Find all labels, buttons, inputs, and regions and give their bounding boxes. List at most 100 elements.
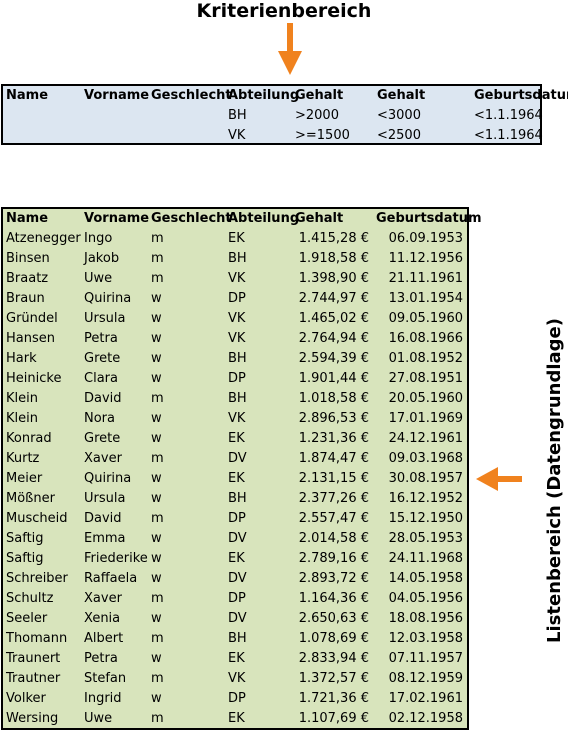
list-cell[interactable]: EK <box>228 231 245 246</box>
list-cell[interactable]: 13.01.1954 <box>388 291 463 306</box>
list-cell[interactable]: 06.09.1953 <box>388 231 463 246</box>
list-cell[interactable]: 2.014,58 € <box>298 531 369 546</box>
list-cell[interactable]: 1.372,57 € <box>298 671 369 686</box>
criteria-cell[interactable]: <2500 <box>377 128 421 143</box>
list-cell[interactable]: Konrad <box>6 431 52 446</box>
list-cell[interactable]: Meier <box>6 471 43 486</box>
list-cell[interactable]: 2.789,16 € <box>298 551 369 566</box>
list-cell[interactable]: 1.901,44 € <box>298 371 369 386</box>
list-cell[interactable]: m <box>151 451 164 466</box>
list-cell[interactable]: w <box>151 411 162 426</box>
list-cell[interactable]: David <box>84 511 122 526</box>
list-cell[interactable]: Quirina <box>84 291 132 306</box>
list-cell[interactable]: 2.377,26 € <box>298 491 369 506</box>
list-cell[interactable]: 1.018,58 € <box>298 391 369 406</box>
list-cell[interactable]: w <box>151 291 162 306</box>
criteria-cell[interactable] <box>148 106 225 126</box>
list-cell[interactable]: Xaver <box>84 451 122 466</box>
list-cell[interactable]: BH <box>228 631 247 646</box>
list-cell[interactable]: EK <box>228 711 245 726</box>
list-cell[interactable]: 07.11.1957 <box>388 651 463 666</box>
list-cell[interactable]: Albert <box>84 631 124 646</box>
list-cell[interactable]: Traunert <box>6 651 61 666</box>
list-cell[interactable]: m <box>151 391 164 406</box>
list-cell[interactable]: m <box>151 251 164 266</box>
list-cell[interactable]: 28.05.1953 <box>388 531 463 546</box>
list-cell[interactable]: 17.02.1961 <box>388 691 463 706</box>
list-cell[interactable]: 01.08.1952 <box>388 351 463 366</box>
list-cell[interactable]: 2.896,53 € <box>298 411 369 426</box>
list-cell[interactable]: Uwe <box>84 271 113 286</box>
list-cell[interactable]: EK <box>228 551 245 566</box>
list-cell[interactable]: 24.12.1961 <box>388 431 463 446</box>
list-header-cell[interactable]: Name <box>6 211 49 226</box>
list-cell[interactable]: VK <box>228 671 246 686</box>
list-cell[interactable]: 11.12.1956 <box>388 251 463 266</box>
list-cell[interactable]: 08.12.1959 <box>388 671 463 686</box>
list-cell[interactable]: EK <box>228 471 245 486</box>
list-cell[interactable]: Thomann <box>6 631 68 646</box>
list-cell[interactable]: w <box>151 551 162 566</box>
criteria-cell[interactable]: >2000 <box>295 108 339 123</box>
list-cell[interactable]: w <box>151 491 162 506</box>
list-cell[interactable]: EK <box>228 651 245 666</box>
list-cell[interactable]: m <box>151 671 164 686</box>
list-cell[interactable]: Petra <box>84 331 118 346</box>
list-cell[interactable]: 17.01.1969 <box>388 411 463 426</box>
list-cell[interactable]: 16.08.1966 <box>388 331 463 346</box>
list-cell[interactable]: VK <box>228 311 246 326</box>
list-cell[interactable]: BH <box>228 251 247 266</box>
list-cell[interactable]: 1.164,36 € <box>298 591 369 606</box>
list-cell[interactable]: VK <box>228 331 246 346</box>
list-cell[interactable]: Hark <box>6 351 37 366</box>
list-cell[interactable]: 2.893,72 € <box>298 571 369 586</box>
list-cell[interactable]: Klein <box>6 391 38 406</box>
criteria-cell[interactable]: <1.1.1964 <box>474 108 543 123</box>
criteria-cell[interactable]: <1.1.1964 <box>474 128 543 143</box>
list-cell[interactable]: 1.465,02 € <box>298 311 369 326</box>
list-header-cell[interactable]: Geschlecht <box>151 211 232 226</box>
list-header-cell[interactable]: Vorname <box>84 211 150 226</box>
criteria-header-cell[interactable]: Gehalt <box>377 88 426 103</box>
list-cell[interactable]: 1.874,47 € <box>298 451 369 466</box>
list-cell[interactable]: Ingo <box>84 231 113 246</box>
list-cell[interactable]: m <box>151 711 164 726</box>
list-cell[interactable]: Gründel <box>6 311 58 326</box>
list-cell[interactable]: DV <box>228 531 247 546</box>
criteria-cell[interactable] <box>148 126 225 146</box>
criteria-cell[interactable]: VK <box>228 128 246 143</box>
list-cell[interactable]: w <box>151 371 162 386</box>
list-cell[interactable]: 1.078,69 € <box>298 631 369 646</box>
list-cell[interactable]: DV <box>228 571 247 586</box>
list-cell[interactable]: w <box>151 531 162 546</box>
criteria-header-cell[interactable]: Name <box>6 88 49 103</box>
list-cell[interactable]: 1.721,36 € <box>298 691 369 706</box>
list-cell[interactable]: Mößner <box>6 491 55 506</box>
list-cell[interactable]: Grete <box>84 431 121 446</box>
list-cell[interactable]: w <box>151 471 162 486</box>
criteria-cell[interactable] <box>3 126 81 146</box>
list-cell[interactable]: Friederike <box>84 551 148 566</box>
list-cell[interactable]: Braatz <box>6 271 49 286</box>
list-cell[interactable]: Atzenegger <box>6 231 81 246</box>
list-cell[interactable]: DP <box>228 511 246 526</box>
criteria-header-cell[interactable]: Geburtsdatum <box>474 88 568 103</box>
list-cell[interactable]: Petra <box>84 651 118 666</box>
list-header-cell[interactable]: Gehalt <box>295 211 344 226</box>
list-cell[interactable]: Ingrid <box>84 691 122 706</box>
list-cell[interactable]: EK <box>228 431 245 446</box>
criteria-header-cell[interactable]: Geschlecht <box>151 88 232 103</box>
list-cell[interactable]: 1.231,36 € <box>298 431 369 446</box>
criteria-header-cell[interactable]: Vorname <box>84 88 150 103</box>
list-cell[interactable]: m <box>151 631 164 646</box>
list-cell[interactable]: Ursula <box>84 311 126 326</box>
list-cell[interactable]: 2.833,94 € <box>298 651 369 666</box>
list-cell[interactable]: Xaver <box>84 591 122 606</box>
list-cell[interactable]: w <box>151 611 162 626</box>
list-cell[interactable]: BH <box>228 391 247 406</box>
list-cell[interactable]: DP <box>228 291 246 306</box>
criteria-header-cell[interactable]: Gehalt <box>295 88 344 103</box>
list-cell[interactable]: Emma <box>84 531 126 546</box>
criteria-cell[interactable]: BH <box>228 108 247 123</box>
list-cell[interactable]: 2.650,63 € <box>298 611 369 626</box>
